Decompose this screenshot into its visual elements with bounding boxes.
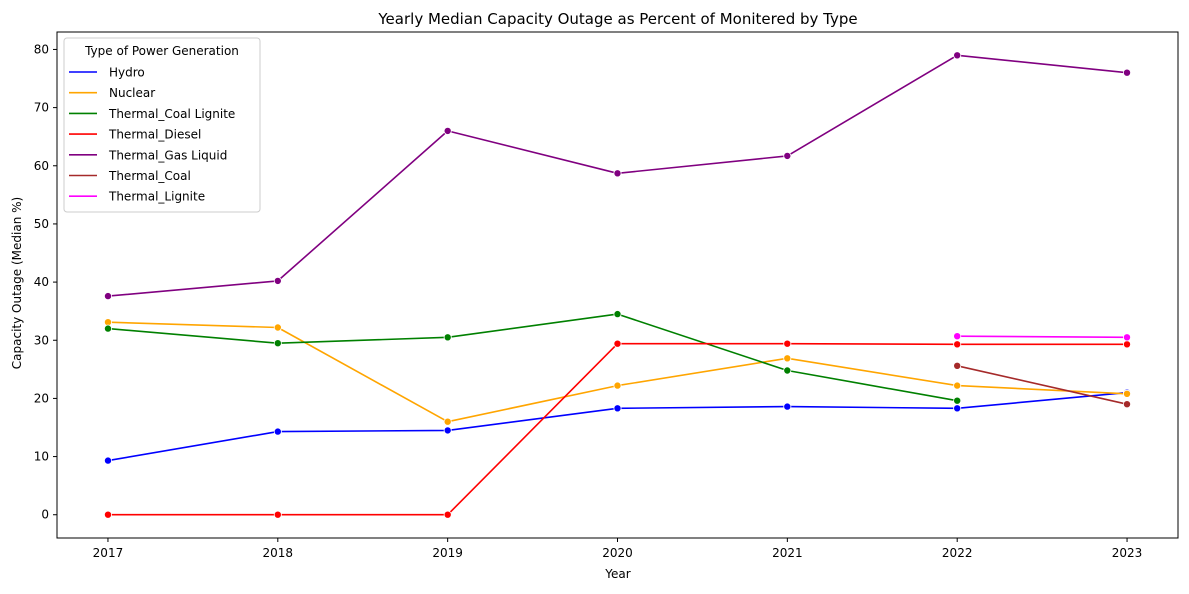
data-point-hydro [443, 426, 452, 435]
data-point-thermal-gas-liquid [953, 51, 962, 60]
legend-box [63, 37, 261, 213]
data-point-hydro [104, 456, 113, 465]
x-tick-label: 2021 [772, 546, 803, 560]
y-axis-label: Capacity Outage (Median %) [10, 197, 24, 369]
legend-label-nuclear: Nuclear [109, 86, 155, 100]
y-tick-label: 60 [34, 159, 49, 173]
data-point-thermal-coal-lignite [613, 310, 622, 319]
x-axis-label: Year [604, 567, 630, 581]
x-tick-label: 2019 [432, 546, 463, 560]
data-point-thermal-lignite [953, 332, 962, 341]
y-tick-label: 20 [34, 391, 49, 405]
y-tick-label: 30 [34, 333, 49, 347]
data-point-nuclear [613, 381, 622, 390]
data-point-thermal-coal [953, 361, 962, 370]
legend-label-hydro: Hydro [109, 66, 145, 80]
data-point-thermal-lignite [1123, 333, 1132, 342]
data-point-thermal-diesel [953, 340, 962, 349]
data-point-thermal-gas-liquid [1123, 68, 1132, 77]
legend-label-thermal-diesel: Thermal_Diesel [108, 128, 201, 142]
series-line-thermal-coal-lignite [107, 313, 959, 402]
data-point-thermal-diesel [273, 510, 282, 519]
data-point-thermal-gas-liquid [273, 276, 282, 285]
y-tick-label: 80 [34, 42, 49, 56]
x-tick-label: 2023 [1112, 546, 1143, 560]
y-tick-label: 10 [34, 450, 49, 464]
y-tick-label: 0 [41, 508, 49, 522]
data-point-hydro [783, 402, 792, 411]
x-tick-label: 2018 [263, 546, 294, 560]
legend-label-thermal-coal: Thermal_Coal [108, 169, 191, 183]
chart-title: Yearly Median Capacity Outage as Percent… [377, 10, 857, 28]
data-point-thermal-diesel [1123, 340, 1132, 349]
legend-label-thermal-lignite: Thermal_Lignite [108, 190, 205, 204]
y-tick-label: 40 [34, 275, 49, 289]
data-point-nuclear [273, 323, 282, 332]
data-point-hydro [273, 427, 282, 436]
legend-entries: Hydro Nuclear Thermal_Coal Lignite Thermal_… [69, 66, 235, 204]
legend-title: Type of Power Generation [84, 44, 239, 58]
y-tick-label: 70 [34, 101, 49, 115]
data-point-hydro [613, 404, 622, 413]
series-line-thermal-lignite [956, 335, 1128, 339]
x-tick-label: 2017 [93, 546, 124, 560]
data-point-thermal-gas-liquid [613, 169, 622, 178]
data-point-thermal-coal-lignite [273, 339, 282, 348]
data-point-thermal-gas-liquid [783, 151, 792, 160]
legend-label-thermal-gas-liquid: Thermal_Gas Liquid [108, 148, 227, 162]
data-point-thermal-coal-lignite [783, 366, 792, 375]
legend-label-thermal-coal-lignite: Thermal_Coal Lignite [108, 107, 235, 121]
x-tick-label: 2020 [602, 546, 633, 560]
data-point-thermal-diesel [104, 510, 113, 519]
x-tick-label: 2022 [942, 546, 973, 560]
data-point-thermal-gas-liquid [104, 292, 113, 301]
series-line-thermal-coal [956, 364, 1128, 406]
data-point-hydro [953, 404, 962, 413]
legend: Type of Power Generation Hydro Nuclear The… [63, 37, 261, 213]
y-tick-label: 50 [34, 217, 49, 231]
data-point-nuclear [1123, 389, 1132, 398]
x-axis-ticks: 2017 2018 2019 2020 2021 2022 2023 [93, 538, 1143, 560]
data-point-thermal-diesel [613, 339, 622, 348]
data-point-thermal-gas-liquid [443, 126, 452, 135]
data-point-nuclear [953, 381, 962, 390]
data-point-nuclear [443, 417, 452, 426]
data-point-thermal-diesel [443, 510, 452, 519]
data-point-thermal-coal [1123, 400, 1132, 409]
plot-area-frame [56, 31, 1179, 539]
data-point-nuclear [783, 354, 792, 363]
data-point-thermal-diesel [783, 339, 792, 348]
data-point-thermal-coal-lignite [443, 333, 452, 342]
data-point-thermal-coal-lignite [953, 396, 962, 405]
data-point-thermal-coal-lignite [104, 324, 113, 333]
y-axis-ticks: 0 10 20 30 40 50 60 70 80 [34, 42, 57, 522]
series-markers [104, 51, 1132, 519]
